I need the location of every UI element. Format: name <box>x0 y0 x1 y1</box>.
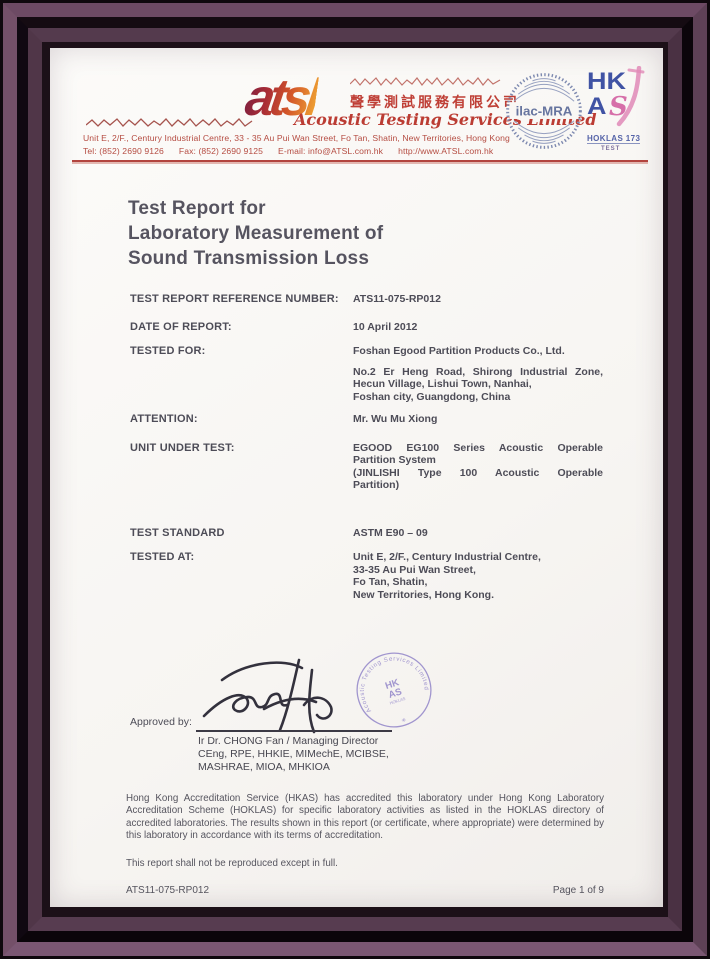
field-value: Foshan Egood Partition Products Co., Ltd… <box>353 345 565 357</box>
company-name-chinese: 聲學測試服務有限公司 <box>350 94 520 110</box>
field-row-tested-at: TESTED AT: Unit E, 2/F., Century Industr… <box>130 551 603 601</box>
header-divider <box>72 160 648 162</box>
field-value-line: Partition System <box>353 454 436 466</box>
title-line-2: Laboratory Measurement of <box>128 223 384 244</box>
field-value: Mr. Wu Mu Xiong <box>353 413 438 425</box>
contact-fax: Fax: (852) 2690 9125 <box>178 146 264 156</box>
hkas-letter-s: S <box>609 92 628 122</box>
picture-frame-groove <box>17 17 693 942</box>
hkas-letter-a: A <box>587 93 607 120</box>
field-value-line: Fo Tan, Shatin, <box>353 576 428 588</box>
test-report-page: atsl 聲學測試服務有限公司 Acoustic Testing Service… <box>50 48 663 907</box>
field-value-line: Unit E, 2/F., Century Industrial Centre, <box>353 551 541 563</box>
field-value: 10 April 2012 <box>353 320 418 333</box>
reproduction-note: This report shall not be reproduced exce… <box>126 858 338 869</box>
contact-email: E-mail: info@ATSL.com.hk <box>278 146 384 156</box>
field-value-line: Foshan city, Guangdong, China <box>353 390 511 403</box>
approver-name: Ir Dr. CHONG Fan / Managing Director <box>198 735 379 747</box>
approval-section: Acoustic Testing Services Limited HK AS … <box>128 646 558 783</box>
approver-qualifications-1: CEng, RPE, HHKIE, MIMechE, MCIBSE, <box>198 748 389 760</box>
approval-stamp: Acoustic Testing Services Limited HK AS … <box>350 646 432 728</box>
hoklas-test-label: TEST <box>601 146 621 152</box>
report-fields: TEST REPORT REFERENCE NUMBER: ATS11-075-… <box>130 293 603 601</box>
stamp-center-hoklas: HOKLAS <box>389 696 406 706</box>
field-row-client-address: No.2 Er Heng Road, Shirong Industrial Zo… <box>130 366 603 404</box>
field-label: UNIT UNDER TEST: <box>130 441 235 454</box>
field-label: DATE OF REPORT: <box>130 320 232 333</box>
ilac-mra-logo: ilac-MRA <box>506 73 582 149</box>
field-label: TEST STANDARD <box>130 526 225 539</box>
stamp-center-as: AS <box>387 686 404 701</box>
page-footer: ATS11-075-RP012 Page 1 of 9 <box>126 885 604 896</box>
picture-frame-flat-band <box>28 28 682 931</box>
stamp-center-hk: HK <box>384 677 401 692</box>
contact-website: http://www.ATSL.com.hk <box>398 146 494 156</box>
field-label: TESTED FOR: <box>130 345 206 357</box>
stamp-star: ✳ <box>401 716 408 724</box>
page-number: Page 1 of 9 <box>552 885 604 896</box>
approver-details: Ir Dr. CHONG Fan / Managing Director CEn… <box>198 735 389 774</box>
field-label: TESTED AT: <box>130 551 195 563</box>
report-reference: ATS11-075-RP012 <box>126 885 210 896</box>
accreditation-note: Hong Kong Accreditation Service (HKAS) h… <box>126 793 604 841</box>
field-value-line: No.2 Er Heng Road, Shirong Industrial Zo… <box>353 365 603 378</box>
ilac-mra-label: ilac-MRA <box>516 103 573 118</box>
hkas-brush-stroke-icon <box>616 66 645 127</box>
signature-line <box>196 730 392 732</box>
company-address: Unit E, 2/F., Century Industrial Centre,… <box>83 133 510 143</box>
title-line-1: Test Report for <box>128 198 266 219</box>
field-label: TEST REPORT REFERENCE NUMBER: <box>130 293 339 305</box>
approved-by-label: Approved by: <box>130 716 192 728</box>
waveform-zigzag-left-icon <box>86 118 253 127</box>
field-row-unit-under-test: UNIT UNDER TEST: EGOOD EG100 Series Acou… <box>130 442 603 492</box>
field-label <box>130 366 353 404</box>
signature <box>202 658 333 734</box>
waveform-zigzag-right-icon <box>350 77 501 86</box>
contact-tel: Tel: (852) 2690 9126 <box>83 146 164 156</box>
field-value-line: (JINLISHI Type 100 Acoustic Operable <box>353 466 603 479</box>
field-row-attention: ATTENTION: Mr. Wu Mu Xiong <box>130 413 603 426</box>
field-row-tested-for: TESTED FOR: Foshan Egood Partition Produ… <box>130 345 603 358</box>
field-row-reference: TEST REPORT REFERENCE NUMBER: ATS11-075-… <box>130 293 603 306</box>
title-line-3: Sound Transmission Loss <box>128 248 370 269</box>
field-value-line: Partition) <box>353 479 400 491</box>
picture-frame-bevel <box>3 3 707 956</box>
hoklas-label: HOKLAS 173 <box>587 134 641 144</box>
field-value: ASTM E90 – 09 <box>353 526 428 539</box>
field-row-test-standard: TEST STANDARD ASTM E90 – 09 <box>130 527 603 540</box>
hkas-logo: HK A S HOKLAS 173 TEST <box>587 66 657 162</box>
field-label: ATTENTION: <box>130 413 198 425</box>
hkas-letters-hk: HK <box>587 68 626 95</box>
company-contact: Tel: (852) 2690 9126 Fax: (852) 2690 9125… <box>83 146 508 156</box>
field-value-line: 33-35 Au Pui Wan Street, <box>353 563 476 576</box>
field-row-date: DATE OF REPORT: 10 April 2012 <box>130 321 603 334</box>
field-value-line: New Territories, Hong Kong. <box>353 588 494 601</box>
field-value: ATS11-075-RP012 <box>353 293 441 305</box>
field-value-line: EGOOD EG100 Series Acoustic Operable <box>353 441 603 454</box>
field-value-line: Hecun Village, Lishui Town, Nanhai, <box>353 378 532 390</box>
report-title: Test Report for Laboratory Measurement o… <box>128 196 383 271</box>
approver-qualifications-2: MASHRAE, MIOA, MHKIOA <box>198 761 330 773</box>
